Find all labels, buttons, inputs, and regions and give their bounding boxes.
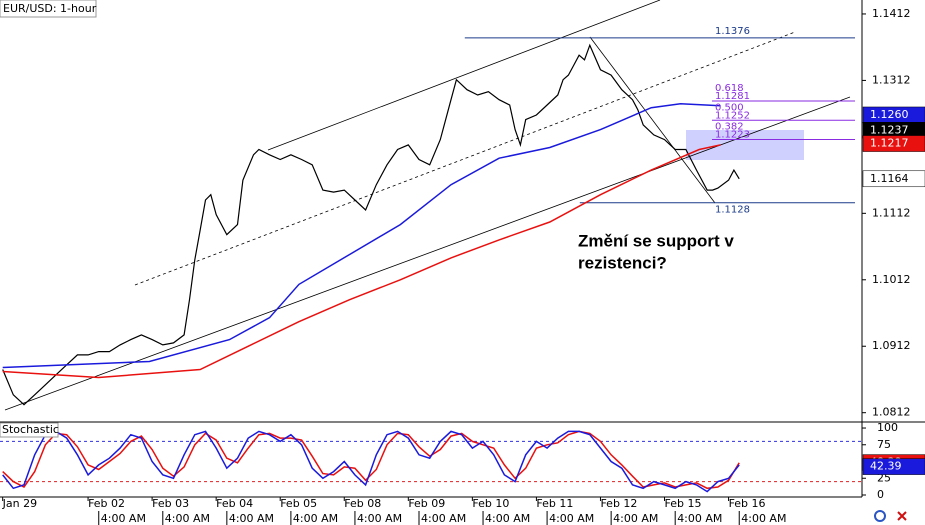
series-line: [2, 144, 721, 379]
fib-price-label: 1.1223: [715, 130, 750, 141]
y-tick-label: 1.0812: [872, 406, 911, 419]
y-tick-label: 1.1012: [872, 273, 911, 286]
x-tick-label: Feb 11: [536, 497, 573, 510]
x-minor-tick-label: 4:00 AM: [485, 512, 530, 525]
x-minor-tick-label: 4:00 AM: [293, 512, 338, 525]
y-tick-label: 1.0912: [872, 339, 911, 352]
x-tick-label: Feb 02: [88, 497, 125, 510]
x-minor-tick-label: 4:00 AM: [421, 512, 466, 525]
y-tick-label: 100: [877, 421, 898, 434]
price-marker-label: 1.1217: [870, 137, 909, 150]
price-marker-label: 1.1164: [870, 172, 909, 185]
fib-low-label: 1.1128: [715, 205, 750, 216]
chart-title: EUR/USD: 1-hour: [3, 2, 97, 15]
price-marker-label: 1.1260: [870, 108, 909, 121]
x-tick-label: Feb 03: [152, 497, 189, 510]
fib-ratio-label: 0.500: [715, 102, 744, 113]
x-minor-tick-label: 4:00 AM: [549, 512, 594, 525]
trend-line: [134, 31, 796, 286]
x-tick-label: Feb 05: [280, 497, 317, 510]
fib-ratio-label: 0.618: [715, 83, 744, 94]
x-tick-label: Feb 16: [729, 497, 766, 510]
x-minor-tick-label: 4:00 AM: [741, 512, 786, 525]
panel-title: Stochastic: [2, 423, 59, 436]
y-tick-label: 75: [877, 438, 891, 451]
fib-price-label: 1.1281: [715, 91, 750, 102]
y-tick-label: 0: [877, 488, 884, 501]
series-line: [2, 102, 721, 369]
x-tick-label: Feb 04: [216, 497, 253, 510]
plot-layer: [0, 37, 862, 493]
annotation: Změní se support v: [578, 231, 734, 250]
zone-highlight: [686, 130, 804, 160]
fib-diagonal: [589, 36, 716, 204]
price-marker-label: 1.1237: [870, 123, 909, 136]
y-tick-label: 1.1312: [872, 73, 911, 86]
price-marker-label: 42.39: [870, 460, 902, 473]
fib-price-label: 1.1252: [715, 110, 750, 121]
title-box: [0, 422, 59, 438]
trend-line: [267, 0, 661, 151]
x-minor-tick-label: 4:00 AM: [229, 512, 274, 525]
x-tick-label: Feb 09: [408, 497, 445, 510]
price-marker: [862, 135, 925, 152]
y-tick-label: 1.1112: [872, 206, 911, 219]
x-tick-label: Feb 12: [600, 497, 637, 510]
price-marker: [862, 170, 925, 188]
x-tick-label: Jan 29: [2, 497, 37, 510]
series-line: [2, 430, 740, 490]
annotation: rezistenci?: [578, 253, 667, 272]
x-tick-label: Feb 10: [472, 497, 509, 510]
price-marker: [862, 458, 925, 475]
series-line: [2, 430, 740, 493]
x-minor-tick-label: 4:00 AM: [357, 512, 402, 525]
trend-line: [4, 96, 851, 411]
x-minor-tick-label: 4:00 AM: [165, 512, 210, 525]
title-box: [0, 0, 97, 18]
x-minor-tick-label: 4:00 AM: [101, 512, 146, 525]
x-minor-tick-label: 4:00 AM: [613, 512, 658, 525]
x-minor-tick-label: 4:00 AM: [677, 512, 722, 525]
fib-high-label: 1.1376: [715, 26, 750, 37]
x-tick-label: Feb 08: [344, 497, 381, 510]
series-line: [2, 43, 740, 406]
fib-ratio-label: 0.382: [715, 122, 744, 133]
x-tick-label: Feb 15: [665, 497, 702, 510]
icon[interactable]: [897, 511, 907, 521]
y-tick-label: 1.1412: [872, 7, 911, 20]
icon[interactable]: [874, 510, 886, 522]
